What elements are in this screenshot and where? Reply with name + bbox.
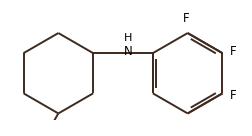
Text: F: F (182, 12, 188, 25)
Text: F: F (229, 89, 235, 102)
Text: N: N (123, 45, 132, 58)
Text: F: F (229, 45, 235, 58)
Text: H: H (123, 33, 132, 43)
